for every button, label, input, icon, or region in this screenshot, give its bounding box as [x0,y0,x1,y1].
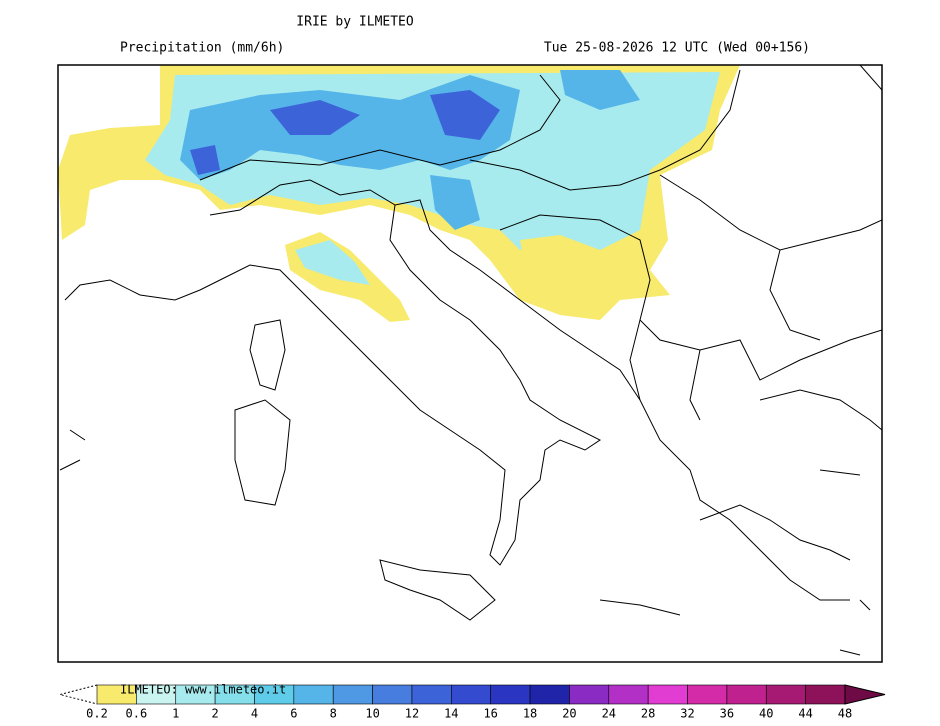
legend-swatch [687,684,728,705]
legend-swatch [411,684,452,705]
legend-label: 32 [680,707,694,721]
watermark: ILMETEO: www.ilmeteo.it [120,683,286,697]
legend-label: 40 [759,707,773,721]
map-frame [57,64,883,663]
legend-label: 28 [641,707,655,721]
map-area [58,65,882,662]
legend-swatch [726,684,767,705]
subtitle: Precipitation (mm/6h) [120,41,284,56]
legend-label: 10 [365,707,379,721]
legend-label: 36 [720,707,734,721]
legend-label: 1 [172,707,179,721]
legend-label: 0.2 [86,707,108,721]
legend-label: 12 [405,707,419,721]
title: IRIE by ILMETEO [296,15,414,30]
legend-left-arrow [59,684,98,705]
legend-swatch [332,684,373,705]
legend-swatch [608,684,649,705]
legend-swatch [529,684,570,705]
legend-label: 48 [838,707,852,721]
legend-swatch [805,684,846,705]
legend-label: 8 [330,707,337,721]
legend-swatch [647,684,688,705]
legend-label: 20 [562,707,576,721]
legend-swatch [765,684,806,705]
legend-label: 18 [523,707,537,721]
legend-label: 24 [602,707,616,721]
legend-swatch [293,684,334,705]
legend-swatch [569,684,610,705]
legend-label: 0.6 [126,707,148,721]
legend-label: 16 [483,707,497,721]
legend-swatch [490,684,531,705]
legend-label: 6 [290,707,297,721]
legend: 0.2 0.6 1 2 4 6 8 10 12 14 16 18 20 24 28 32 36 40 44 48ILM… [59,683,886,721]
legend-label: 4 [251,707,258,721]
legend-label: 14 [444,707,458,721]
legend-swatch [451,684,491,705]
valid-time: Tue 25-08-2026 12 UTC (Wed 00+156) [544,41,810,56]
legend-right-arrow [844,684,886,705]
legend-label: 2 [211,707,218,721]
legend-label: 44 [798,707,812,721]
legend-swatch [372,684,413,705]
